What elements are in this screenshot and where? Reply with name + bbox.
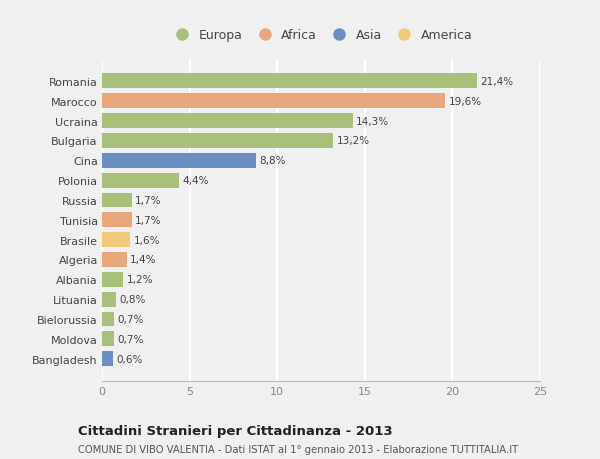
- Text: 1,7%: 1,7%: [135, 215, 162, 225]
- Bar: [102, 153, 256, 168]
- Bar: [102, 193, 132, 208]
- Bar: [102, 272, 123, 287]
- Bar: [102, 74, 477, 89]
- Bar: [102, 352, 113, 366]
- Bar: [102, 252, 127, 267]
- Bar: [102, 233, 130, 247]
- Text: 14,3%: 14,3%: [356, 116, 389, 126]
- Bar: [102, 292, 116, 307]
- Text: 0,8%: 0,8%: [119, 295, 146, 304]
- Bar: [102, 312, 114, 327]
- Text: 1,4%: 1,4%: [130, 255, 157, 265]
- Bar: [102, 94, 445, 109]
- Text: 21,4%: 21,4%: [481, 77, 514, 87]
- Text: 1,2%: 1,2%: [127, 275, 153, 285]
- Text: 13,2%: 13,2%: [337, 136, 370, 146]
- Text: 0,7%: 0,7%: [118, 334, 144, 344]
- Text: 8,8%: 8,8%: [260, 156, 286, 166]
- Bar: [102, 134, 333, 149]
- Text: 0,7%: 0,7%: [118, 314, 144, 325]
- Bar: [102, 174, 179, 188]
- Text: Cittadini Stranieri per Cittadinanza - 2013: Cittadini Stranieri per Cittadinanza - 2…: [78, 425, 392, 437]
- Text: 19,6%: 19,6%: [449, 96, 482, 106]
- Text: 1,7%: 1,7%: [135, 196, 162, 206]
- Bar: [102, 332, 114, 347]
- Text: 4,4%: 4,4%: [182, 176, 209, 186]
- Bar: [102, 114, 353, 129]
- Legend: Europa, Africa, Asia, America: Europa, Africa, Asia, America: [164, 24, 478, 47]
- Text: COMUNE DI VIBO VALENTIA - Dati ISTAT al 1° gennaio 2013 - Elaborazione TUTTITALI: COMUNE DI VIBO VALENTIA - Dati ISTAT al …: [78, 444, 518, 454]
- Bar: [102, 213, 132, 228]
- Text: 0,6%: 0,6%: [116, 354, 142, 364]
- Text: 1,6%: 1,6%: [134, 235, 160, 245]
